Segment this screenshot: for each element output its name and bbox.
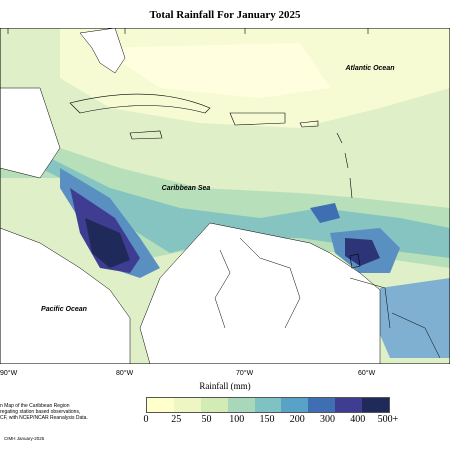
- note-line: n Map of the Caribbean Region: [0, 403, 70, 409]
- colorbar-swatch: [254, 398, 282, 412]
- colorbar-swatch: [173, 398, 201, 412]
- south-america-land: [139, 222, 381, 364]
- colorbar-tick-label: 400: [350, 414, 366, 425]
- rain-zone-patch: [310, 203, 340, 223]
- colorbar-swatch: [227, 398, 255, 412]
- colorbar-swatch: [308, 398, 336, 412]
- longitude-label: 80°W: [116, 370, 134, 377]
- colorbar-tick-label: 25: [171, 414, 182, 425]
- pacific-ocean-label: Pacific Ocean: [41, 306, 87, 313]
- puerto-rico-outline: [299, 120, 319, 128]
- lesser-antilles-outline: [336, 132, 353, 199]
- colorbar-swatch: [335, 398, 363, 412]
- country-borders: [214, 237, 441, 359]
- colorbar-tick-label: 300: [320, 414, 335, 425]
- cuba-outline: [69, 93, 211, 114]
- longitude-label: 70°W: [236, 370, 254, 377]
- longitude-label: 90°W: [0, 370, 18, 377]
- credit: CIMH January-2025: [4, 436, 45, 441]
- colorbar-tick-label: 0: [143, 414, 149, 425]
- longitude-label: 60°W: [358, 370, 376, 377]
- atlantic-ocean-label: Atlantic Ocean: [344, 65, 394, 72]
- hispaniola-outline: [229, 112, 286, 126]
- page-title: Total Rainfall For January 2025: [149, 9, 301, 21]
- rainfall-map: Atlantic Ocean Caribbean Sea Pacific Oce…: [0, 28, 450, 364]
- rain-zone-extreme: [85, 218, 130, 268]
- note-line: regating station based observations,: [0, 409, 81, 415]
- rain-zone-guianas: [375, 278, 450, 358]
- colorbar-ticks: 0 25 50 100 150 200 300 400 500+: [138, 414, 410, 426]
- colorbar-swatch: [147, 398, 174, 412]
- rain-zone-lowest: [100, 43, 330, 98]
- colorbar-tick-label: 100: [229, 414, 245, 425]
- colorbar-swatch: [281, 398, 309, 412]
- colorbar-tick-label: 500+: [377, 414, 399, 425]
- map-canvas: Atlantic Ocean Caribbean Sea Pacific Oce…: [0, 28, 450, 364]
- colorbar-swatch: [200, 398, 228, 412]
- colorbar-swatch: [362, 398, 390, 412]
- colorbar-tick-label: 50: [201, 414, 212, 425]
- colorbar-title: Rainfall (mm): [199, 381, 251, 391]
- trinidad-outline: [349, 253, 361, 269]
- caribbean-sea-label: Caribbean Sea: [162, 185, 211, 192]
- colorbar: [146, 397, 390, 413]
- yucatan-land: [0, 87, 61, 179]
- rain-zone-east-extreme: [345, 238, 380, 266]
- colorbar-tick-label: 150: [259, 414, 275, 425]
- note-line: CF, with NCEP/NCAR Reanalysis Data.: [0, 415, 88, 421]
- colorbar-tick-label: 200: [289, 414, 305, 425]
- jamaica-outline: [129, 130, 163, 140]
- map-description: n Map of the Caribbean Region regating s…: [0, 403, 140, 421]
- florida-land: [79, 28, 126, 74]
- central-america-land: [0, 227, 131, 364]
